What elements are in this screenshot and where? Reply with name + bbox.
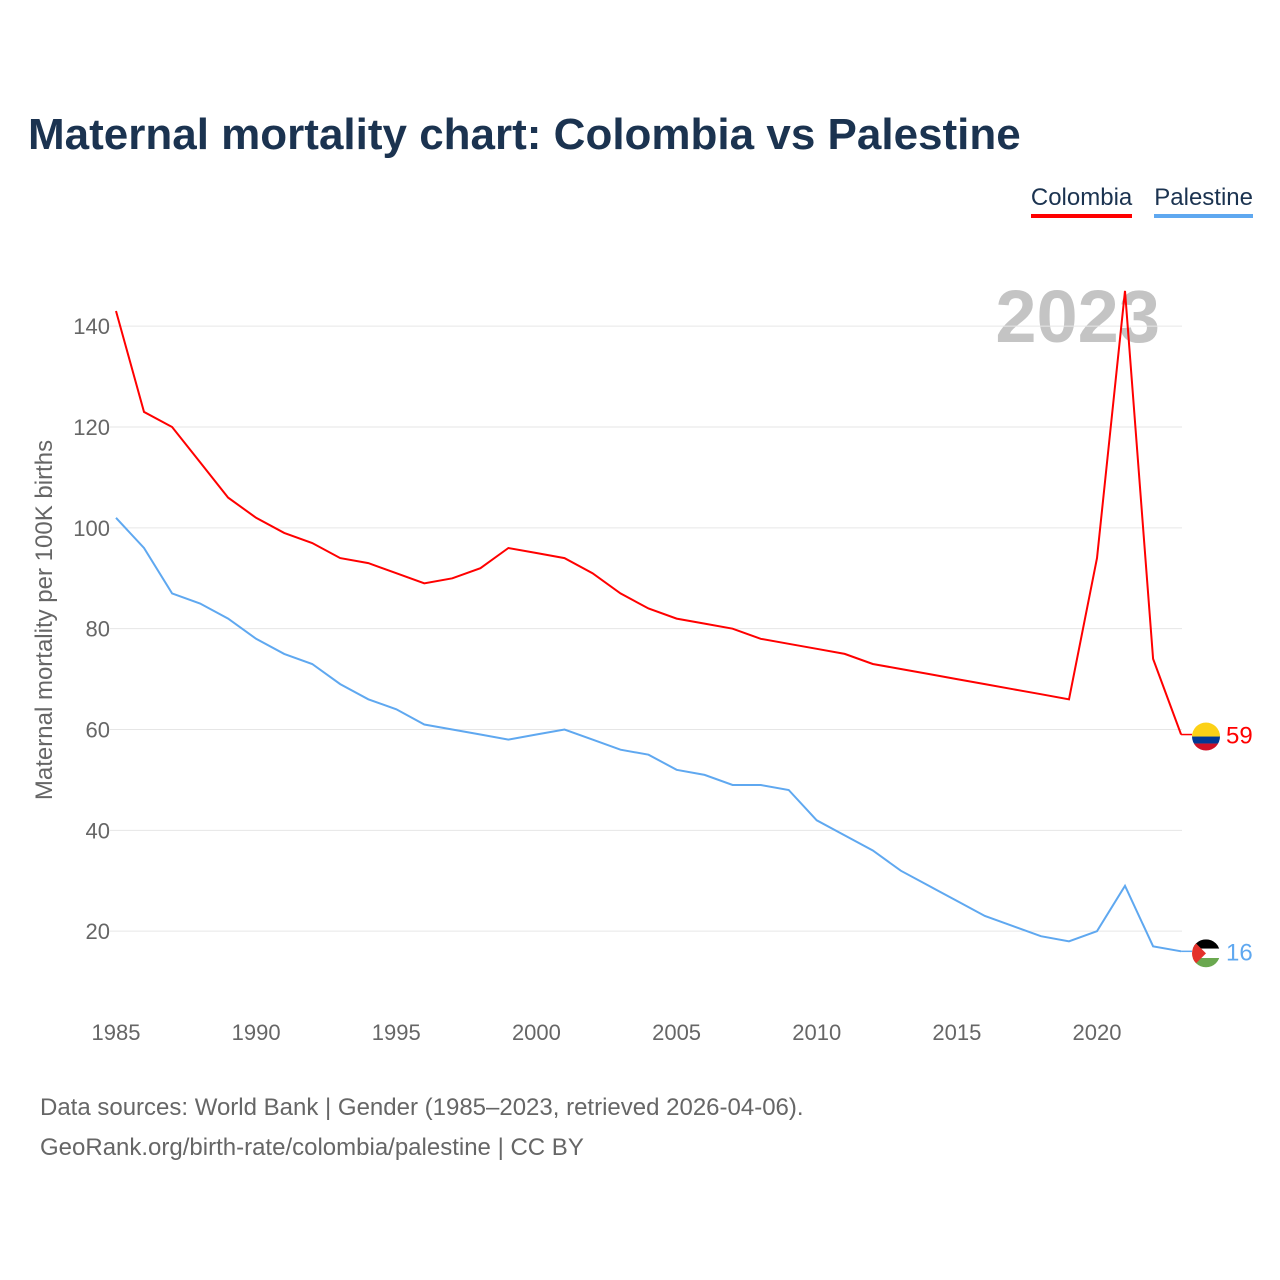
- x-tick-label: 2015: [932, 1020, 981, 1045]
- y-tick-label: 140: [73, 314, 110, 339]
- legend-palestine[interactable]: Palestine: [1154, 184, 1253, 218]
- footer: Data sources: World Bank | Gender (1985–…: [40, 1088, 804, 1168]
- y-tick-label: 20: [86, 919, 110, 944]
- end-value-label: 59: [1226, 723, 1253, 750]
- y-tick-label: 80: [86, 617, 110, 642]
- footer-sources: Data sources: World Bank | Gender (1985–…: [40, 1094, 804, 1121]
- colombia-flag-icon: [1192, 722, 1220, 751]
- year-watermark: 2023: [995, 275, 1160, 358]
- x-tick-label: 1995: [372, 1020, 421, 1045]
- x-tick-label: 1990: [232, 1020, 281, 1045]
- x-tick-label: 1985: [92, 1020, 141, 1045]
- x-tick-label: 2000: [512, 1020, 561, 1045]
- y-tick-label: 40: [86, 818, 110, 843]
- y-tick-label: 60: [86, 718, 110, 743]
- palestine-flag-icon: [1192, 939, 1220, 968]
- y-axis-label: Maternal mortality per 100K births: [31, 440, 58, 800]
- y-tick-label: 120: [73, 415, 110, 440]
- series-line-palestine: [115, 517, 1182, 953]
- x-tick-label: 2010: [792, 1020, 841, 1045]
- page-title: Maternal mortality chart: Colombia vs Pa…: [28, 110, 1021, 159]
- series-line-colombia: [115, 290, 1183, 735]
- legend: Colombia Palestine: [1030, 184, 1253, 218]
- x-tick-label: 2020: [1073, 1020, 1122, 1045]
- y-tick-label: 100: [73, 516, 110, 541]
- end-value-label: 16: [1226, 939, 1253, 966]
- x-tick-label: 2005: [652, 1020, 701, 1045]
- legend-colombia[interactable]: Colombia: [1030, 184, 1133, 218]
- footer-link[interactable]: GeoRank.org/birth-rate/colombia/palestin…: [40, 1134, 584, 1161]
